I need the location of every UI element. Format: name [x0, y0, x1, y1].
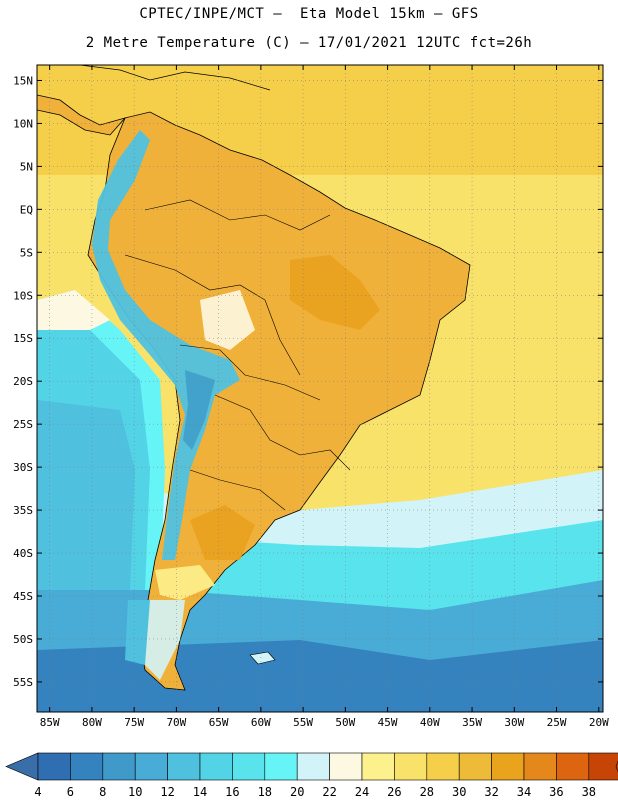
colorbar-label: 12 [160, 785, 174, 799]
chart-subtitle: 2 Metre Temperature (C) – 17/01/2021 12U… [85, 35, 533, 51]
lat-tick-label: 55S [13, 676, 33, 689]
colorbar-swatch [491, 752, 525, 781]
lat-tick-label: 5S [20, 246, 33, 259]
lon-tick-label: 65W [209, 716, 229, 729]
colorbar-label: 22 [322, 785, 336, 799]
lon-tick-label: 45W [378, 716, 398, 729]
colorbar-label: 24 [355, 785, 369, 799]
colorbar-swatch [458, 752, 492, 781]
longitude-axis: 85W 80W 75W 70W 65W 60W 55W 50W 45W 40W 35W 30W 25W 2… [40, 65, 609, 729]
lon-tick-label: 85W [40, 716, 60, 729]
ocean-coldest-band [37, 640, 603, 712]
field-layer [37, 65, 603, 712]
central-america-land [37, 94, 127, 136]
colorbar-swatch [329, 752, 363, 781]
lon-tick-label: 60W [251, 716, 271, 729]
lat-tick-label: 40S [13, 547, 33, 560]
colorbar-swatch [523, 752, 557, 781]
colorbar-swatch [394, 752, 428, 781]
colorbar-low-arrow [5, 752, 39, 781]
colorbar-swatch [296, 752, 330, 781]
lon-tick-label: 55W [293, 716, 313, 729]
colorbar-label: 38 [582, 785, 596, 799]
lon-tick-label: 20W [589, 716, 609, 729]
lon-tick-label: 75W [124, 716, 144, 729]
lat-tick-label: 35S [13, 504, 33, 517]
colorbar-label: 32 [484, 785, 498, 799]
lon-tick-label: 30W [504, 716, 524, 729]
colorbar-swatch [264, 752, 298, 781]
colorbar-swatch [361, 752, 395, 781]
lon-tick-label: 70W [166, 716, 186, 729]
lon-tick-label: 50W [335, 716, 355, 729]
lon-tick-label: 40W [420, 716, 440, 729]
colorbar-label: 8 [99, 785, 106, 799]
colorbar-label: 10 [128, 785, 142, 799]
lat-tick-label: 15S [13, 332, 33, 345]
colorbar-swatch [556, 752, 590, 781]
map-frame [36, 64, 604, 713]
lon-tick-label: 25W [547, 716, 567, 729]
lat-tick-label: 5N [20, 160, 33, 173]
colorbar-label: 30 [452, 785, 466, 799]
colorbar-swatch [37, 752, 71, 781]
colorbar-swatch [102, 752, 136, 781]
lon-tick-label: 80W [82, 716, 102, 729]
country-borders [124, 199, 351, 511]
latitude-axis: 15N 10N 5N EQ 5S 10S 15S 20S 25S 30S 35S 40S 45S 50S 5… [13, 74, 603, 689]
colorbar-label: 14 [193, 785, 207, 799]
colorbar-label: 28 [420, 785, 434, 799]
colorbar-legend: 4 6 8 10 12 14 16 18 20 22 24 26 28 30 32 34 36 38 [5, 752, 618, 799]
colorbar-label: 16 [225, 785, 239, 799]
warm-core-brazil [290, 255, 380, 330]
andes-cold-zone [92, 130, 240, 560]
colorbar-label: 36 [549, 785, 563, 799]
lat-tick-label: 10N [13, 117, 33, 130]
colorbar-swatch [232, 752, 266, 781]
lat-tick-label: 30S [13, 461, 33, 474]
lat-tick-label: 50S [13, 633, 33, 646]
lat-tick-label: 15N [13, 74, 33, 87]
lat-tick-label: EQ [20, 203, 33, 216]
lon-tick-label: 35W [462, 716, 482, 729]
lat-tick-label: 45S [13, 590, 33, 603]
lat-tick-label: 25S [13, 418, 33, 431]
lat-tick-label: 20S [13, 375, 33, 388]
colorbar-swatch [199, 752, 233, 781]
colorbar-label: 18 [258, 785, 272, 799]
colorbar-swatch [588, 752, 618, 781]
colorbar-label: 4 [34, 785, 41, 799]
lat-tick-label: 10S [13, 289, 33, 302]
colorbar-swatch [426, 752, 460, 781]
chart-title: CPTEC/INPE/MCT – Eta Model 15km – GFS [139, 6, 479, 22]
colorbar-label: 26 [387, 785, 401, 799]
colorbar-label: 34 [517, 785, 531, 799]
colorbar-label: 20 [290, 785, 304, 799]
colorbar-swatch [134, 752, 168, 781]
colorbar-swatch [70, 752, 104, 781]
colorbar-label: 6 [67, 785, 74, 799]
colorbar-swatch [167, 752, 201, 781]
falkland-islands [249, 651, 276, 665]
